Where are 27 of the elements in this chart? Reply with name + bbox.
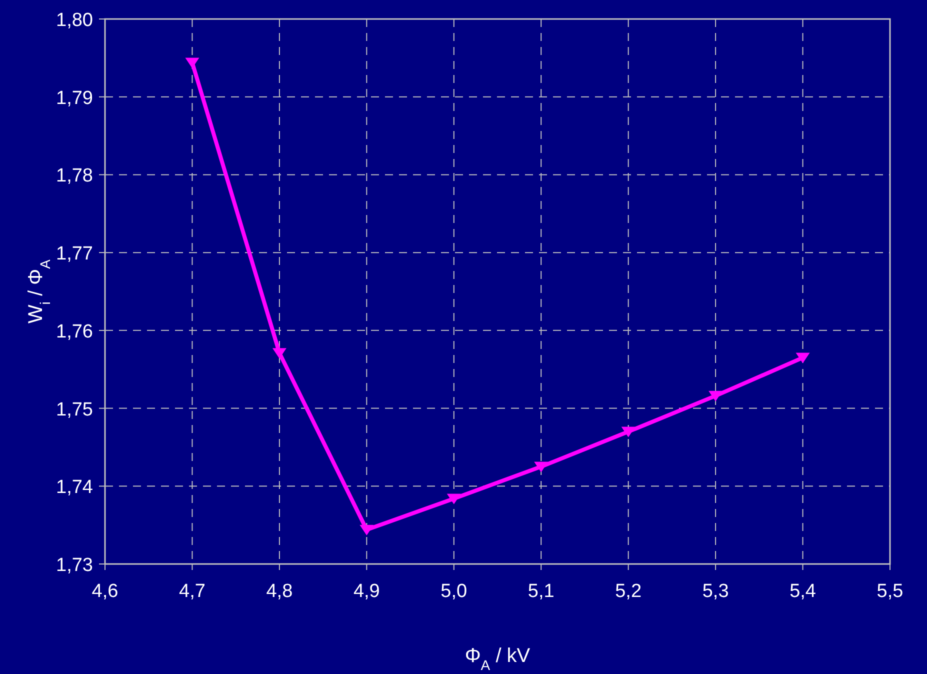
point <box>621 426 636 438</box>
x-tick-label: 4,7 <box>179 581 206 602</box>
point <box>185 58 200 68</box>
point <box>708 390 723 402</box>
x-tick-label: 5,4 <box>790 581 816 602</box>
y-tick-label: 1,75 <box>56 399 93 420</box>
x-tick-label: 4,9 <box>353 581 380 602</box>
y-tick-label: 1,78 <box>56 166 93 187</box>
x-tick-label: 5,1 <box>528 581 554 602</box>
point <box>796 352 810 364</box>
x-tick-label: 5,5 <box>876 581 904 602</box>
point <box>360 524 374 536</box>
y-tick-label: 1,79 <box>56 88 93 109</box>
point <box>272 348 286 359</box>
y-tick-label: 1,80 <box>56 10 93 31</box>
x-tick-label: 5,3 <box>702 581 729 602</box>
y-tick-label: 1,74 <box>56 477 94 498</box>
y-tick-label: 1,76 <box>56 321 93 342</box>
x-tick-label: 4,6 <box>92 581 118 602</box>
y-tick-label: 1,73 <box>56 555 93 576</box>
x-tick-label: 5,2 <box>615 581 642 602</box>
x-axis-title: Φ$_{A}$ / kV <box>464 645 531 673</box>
point <box>446 494 461 504</box>
x-tick-label: 5,0 <box>440 581 468 602</box>
point <box>534 462 548 472</box>
y-tick-label: 1,77 <box>56 244 93 265</box>
x-tick-label: 4,8 <box>266 581 293 602</box>
